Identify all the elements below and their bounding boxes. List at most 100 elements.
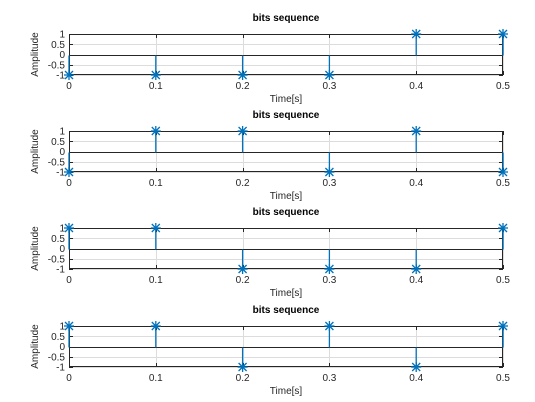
stem-marker [237, 264, 248, 274]
stem-marker [237, 362, 248, 372]
stem-marker [64, 167, 74, 177]
marker-stroke [151, 70, 161, 80]
x-tick-label: 0.5 [496, 373, 510, 384]
y-tick-label: 0.5 [51, 234, 65, 245]
marker-stroke [498, 29, 508, 39]
x-tick-label: 0.1 [149, 81, 163, 92]
y-tick-label: 0.5 [51, 332, 65, 343]
marker-stroke [324, 167, 334, 177]
x-tick-label: 0.1 [149, 178, 163, 189]
stem-marker [64, 321, 74, 331]
stem-marker [498, 167, 508, 177]
marker-stroke [238, 70, 248, 80]
marker-stroke [411, 29, 421, 39]
stem-marker [324, 264, 335, 274]
x-tick-label: 0.4 [409, 275, 423, 286]
marker-stroke [238, 362, 248, 372]
x-tick-label: 0.3 [322, 178, 336, 189]
stem-marker [237, 126, 248, 136]
plot-area [69, 131, 503, 172]
stem-marker [237, 70, 248, 80]
y-tick-label: 0 [59, 50, 65, 61]
x-tick-label: 0 [66, 373, 72, 384]
x-axis-label: Time[s] [270, 386, 303, 397]
marker-stroke [498, 321, 508, 331]
x-tick-label: 0.5 [496, 275, 510, 286]
y-tick-label: 0 [59, 147, 65, 158]
marker-stroke [151, 321, 161, 331]
x-tick-label: 0.5 [496, 178, 510, 189]
stem-marker [411, 264, 422, 274]
x-tick-label: 0.3 [322, 373, 336, 384]
stem-marker [498, 321, 508, 331]
marker-stroke [64, 167, 74, 177]
y-tick-label: 0 [59, 244, 65, 255]
y-tick-label: 1 [59, 127, 65, 138]
y-tick-label: -0.5 [48, 157, 66, 168]
plot-area [69, 326, 503, 367]
marker-stroke [498, 167, 508, 177]
x-tick-label: 0.4 [409, 178, 423, 189]
marker-stroke [324, 264, 334, 274]
stem-series [64, 321, 508, 372]
x-tick-label: 0 [66, 81, 72, 92]
marker-stroke [411, 362, 421, 372]
marker-stroke [324, 321, 334, 331]
chart-title: bits sequence [253, 110, 320, 121]
y-axis-label: Amplitude [30, 129, 41, 174]
stem-marker [64, 223, 74, 233]
chart-title: bits sequence [253, 207, 320, 218]
stem-marker [150, 70, 161, 80]
y-tick-label: 0.5 [51, 40, 65, 51]
y-tick-label: -0.5 [48, 352, 66, 363]
marker-stroke [64, 223, 74, 233]
y-tick-label: 1 [59, 322, 65, 333]
x-tick-label: 0.2 [236, 373, 250, 384]
x-axis-label: Time[s] [270, 288, 303, 299]
stem-marker [64, 70, 74, 80]
y-tick-label: -1 [56, 71, 65, 82]
marker-stroke [151, 126, 161, 136]
x-tick-label: 0.3 [322, 81, 336, 92]
marker-stroke [238, 264, 248, 274]
y-tick-label: 0.5 [51, 137, 65, 148]
plot-area [69, 228, 503, 269]
stem-series [64, 29, 508, 80]
x-tick-label: 0.2 [236, 275, 250, 286]
stem-marker [150, 223, 161, 233]
y-tick-label: 1 [59, 30, 65, 41]
x-tick-label: 0.4 [409, 373, 423, 384]
x-tick-label: 0.1 [149, 275, 163, 286]
x-tick-label: 0 [66, 178, 72, 189]
y-tick-label: 1 [59, 224, 65, 235]
y-tick-label: -1 [56, 168, 65, 179]
marker-stroke [151, 223, 161, 233]
marker-stroke [64, 321, 74, 331]
chart-title: bits sequence [253, 305, 320, 316]
axes-box [69, 131, 503, 172]
stem-marker [498, 29, 508, 39]
x-tick-label: 0.2 [236, 178, 250, 189]
x-tick-label: 0.5 [496, 81, 510, 92]
stem-series [64, 223, 508, 274]
stem-marker [411, 126, 422, 136]
x-tick-label: 0 [66, 275, 72, 286]
stem-marker [150, 321, 161, 331]
x-tick-label: 0.3 [322, 275, 336, 286]
marker-stroke [411, 264, 421, 274]
stem-marker [411, 362, 422, 372]
stem-marker [324, 167, 335, 177]
marker-stroke [324, 70, 334, 80]
marker-stroke [238, 126, 248, 136]
y-axis-label: Amplitude [30, 226, 41, 271]
x-axis-label: Time[s] [270, 191, 303, 202]
y-tick-label: -0.5 [48, 60, 66, 71]
stem-marker [150, 126, 161, 136]
x-axis-label: Time[s] [270, 94, 303, 105]
marker-stroke [411, 126, 421, 136]
